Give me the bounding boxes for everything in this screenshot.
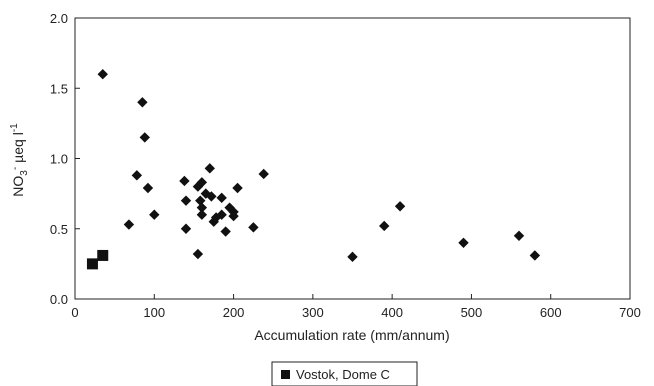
square-data-point	[86, 258, 98, 270]
x-tick-label: 400	[381, 305, 403, 320]
diamond-data-point	[347, 251, 358, 263]
square-data-point	[97, 249, 109, 261]
diamond-data-point	[379, 220, 390, 232]
diamond-data-point	[394, 201, 406, 212]
diamond-data-point	[196, 209, 208, 220]
diamond-data-point	[206, 191, 217, 202]
y-axis-title-unit: µeq l	[10, 132, 26, 163]
diamond-data-point	[513, 230, 525, 241]
diamond-data-point	[196, 202, 208, 213]
diamond-data-point	[179, 175, 190, 187]
diamond-data-point	[228, 210, 239, 222]
data-points	[86, 69, 541, 270]
x-axis-title: Accumulation rate (mm/annum)	[254, 327, 449, 343]
y-axis-title-superscript: -	[10, 167, 21, 170]
diamond-data-point	[216, 209, 227, 220]
y-tick-label: 1.0	[50, 152, 68, 167]
diamond-data-point	[97, 69, 108, 80]
diamond-data-point	[149, 209, 160, 220]
y-tick-label: 0.5	[50, 222, 68, 237]
diamond-data-point	[137, 97, 148, 108]
diamond-data-point	[196, 177, 208, 188]
diamond-data-point	[529, 250, 541, 261]
x-tick-label: 200	[223, 305, 245, 320]
x-tick-label: 500	[461, 305, 483, 320]
diamond-data-point	[220, 226, 231, 237]
diamond-data-point	[204, 163, 215, 174]
diamond-data-point	[139, 132, 150, 143]
diamond-data-point	[123, 219, 135, 230]
diamond-data-point	[208, 216, 219, 227]
diamond-data-point	[180, 223, 192, 234]
x-tick-label: 100	[143, 305, 165, 320]
legend-square-marker	[281, 370, 290, 379]
x-axis: 0 100 200 300 400 500 600 700	[71, 294, 641, 320]
diamond-data-point	[192, 248, 204, 260]
diamond-data-point	[195, 195, 206, 206]
diamond-data-point	[258, 168, 269, 180]
y-tick-label: 2.0	[50, 11, 68, 26]
x-tick-label: 0	[71, 305, 78, 320]
y-axis-title-subscript: 3	[19, 170, 30, 176]
y-axis-title-unit-superscript: -1	[9, 123, 20, 132]
diamond-data-point	[458, 237, 469, 248]
diamond-data-point	[142, 182, 154, 194]
diamond-data-point	[248, 222, 259, 233]
y-tick-label: 1.5	[50, 81, 68, 96]
diamond-data-point	[232, 182, 243, 194]
x-tick-label: 300	[302, 305, 324, 320]
diamond-data-point	[180, 195, 192, 206]
y-tick-label: 0.0	[50, 292, 68, 307]
x-tick-label: 600	[540, 305, 562, 320]
diamond-data-point	[131, 170, 143, 181]
y-axis-title-main: NO	[10, 176, 26, 197]
y-axis: 0.0 0.5 1.0 1.5 2.0	[50, 11, 80, 307]
y-axis-title: NO3- µeq l-1	[9, 123, 30, 197]
legend: Vostok, Dome C	[271, 361, 418, 386]
legend-box	[271, 361, 418, 386]
diamond-data-point	[216, 192, 227, 204]
legend-label: Vostok, Dome C	[296, 367, 390, 382]
diamond-data-point	[192, 181, 204, 192]
x-tick-label: 700	[619, 305, 641, 320]
